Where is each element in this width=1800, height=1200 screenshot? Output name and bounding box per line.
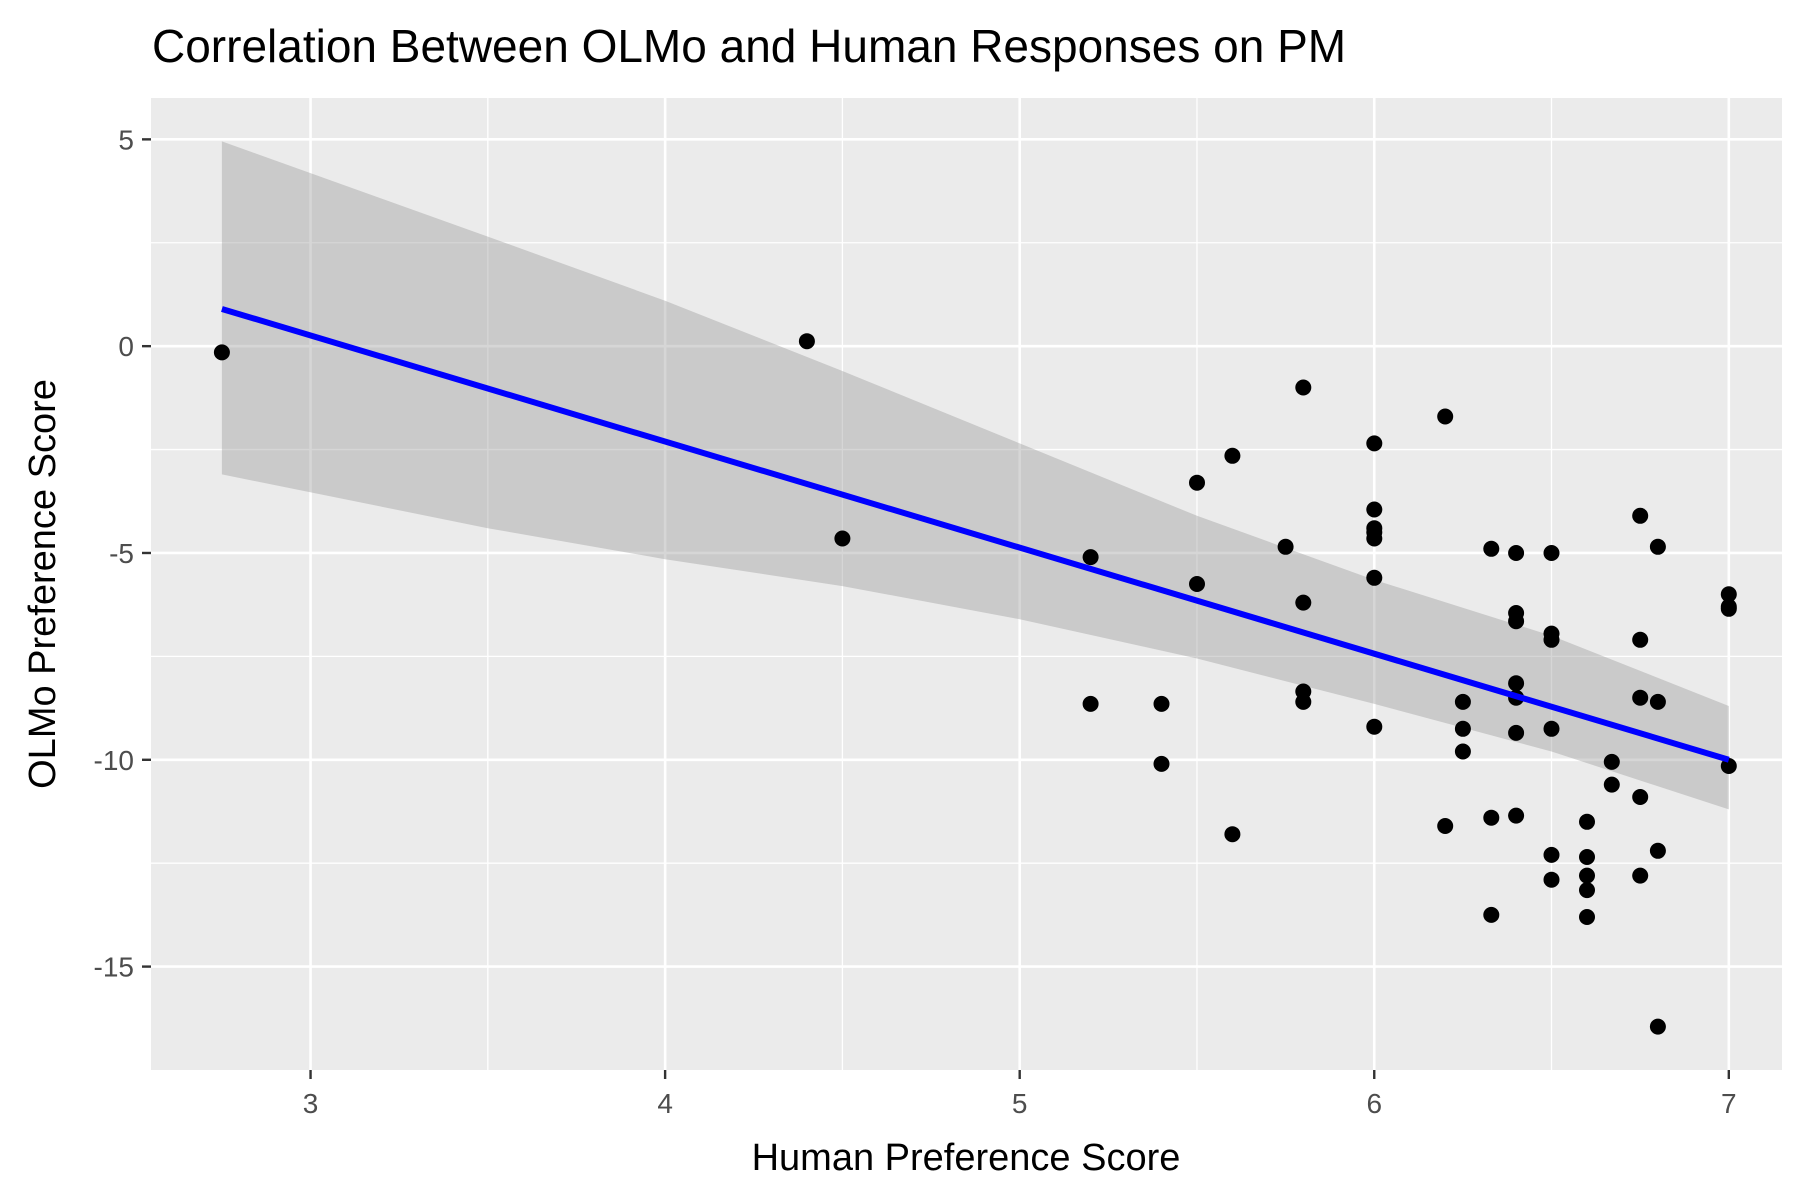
y-tick-label: 0 xyxy=(118,331,134,362)
data-point xyxy=(1454,720,1471,737)
data-point xyxy=(1224,447,1241,464)
grid-major xyxy=(151,98,1782,1070)
data-point xyxy=(1437,818,1454,834)
data-point xyxy=(1224,826,1241,843)
data-point xyxy=(1543,545,1560,561)
data-point xyxy=(1366,718,1383,735)
data-point xyxy=(1649,1018,1666,1035)
data-point xyxy=(1508,613,1525,630)
data-point xyxy=(1082,695,1099,712)
y-tick-label: -10 xyxy=(94,745,134,776)
x-tick-label: 5 xyxy=(1012,1088,1028,1119)
data-point xyxy=(834,530,851,547)
data-point xyxy=(1189,576,1205,592)
chart-title: Correlation Between OLMo and Human Respo… xyxy=(152,20,1346,72)
data-point xyxy=(1277,538,1294,555)
data-point xyxy=(1082,549,1099,566)
data-point xyxy=(1579,867,1595,884)
data-point xyxy=(1508,675,1525,692)
data-point xyxy=(1295,379,1312,396)
x-tick-label: 6 xyxy=(1366,1088,1382,1119)
data-point xyxy=(1189,474,1205,491)
x-tick-label: 7 xyxy=(1721,1088,1737,1119)
data-point xyxy=(1543,631,1560,648)
data-point xyxy=(1720,586,1737,603)
data-point xyxy=(1483,540,1500,557)
data-point xyxy=(1437,408,1454,425)
y-tick-label: -5 xyxy=(109,538,134,569)
data-point xyxy=(1579,813,1595,830)
data-point xyxy=(1295,594,1312,611)
regression-line xyxy=(221,306,1730,763)
data-point xyxy=(1454,743,1471,760)
data-point xyxy=(1632,631,1649,648)
data-point xyxy=(1366,569,1383,586)
confidence-band xyxy=(221,141,1729,810)
data-point xyxy=(1366,435,1383,452)
data-point xyxy=(1508,724,1525,741)
fit-line-layer xyxy=(221,306,1730,763)
data-point xyxy=(1603,753,1620,770)
data-point xyxy=(213,344,230,361)
y-tick-label: 5 xyxy=(118,124,134,155)
x-axis-title: Human Preference Score xyxy=(752,1137,1181,1179)
data-point xyxy=(1632,867,1649,884)
data-point xyxy=(1649,538,1666,555)
data-point xyxy=(798,333,815,350)
data-point xyxy=(1632,507,1649,524)
x-tick-label: 4 xyxy=(657,1088,673,1119)
data-point xyxy=(1483,906,1500,923)
data-point xyxy=(1508,545,1525,561)
data-point xyxy=(1543,720,1560,737)
data-point xyxy=(1153,755,1170,772)
y-tick-label: -15 xyxy=(94,952,134,983)
data-point xyxy=(1366,501,1383,518)
x-tick-label: 3 xyxy=(303,1088,319,1119)
data-point xyxy=(1632,689,1649,706)
data-point xyxy=(1508,807,1525,824)
data-point xyxy=(1483,809,1500,826)
data-point xyxy=(1720,600,1737,617)
data-point xyxy=(1579,849,1595,865)
y-axis-title: OLMo Preference Score xyxy=(22,379,64,789)
data-point xyxy=(1543,871,1560,888)
data-point xyxy=(1720,758,1737,774)
data-point xyxy=(1579,909,1595,925)
data-point xyxy=(1543,846,1560,863)
confidence-band-layer xyxy=(221,141,1729,810)
data-point xyxy=(1295,693,1312,710)
data-point xyxy=(1153,695,1170,712)
data-point xyxy=(1603,776,1620,793)
data-points xyxy=(213,333,1737,1035)
data-point xyxy=(1632,789,1649,805)
data-point xyxy=(1649,693,1666,710)
y-axis: 5 0 -5 -10 -15 xyxy=(94,124,151,983)
data-point xyxy=(1454,693,1471,710)
x-axis: 3 4 5 6 7 xyxy=(303,1070,1737,1119)
data-point xyxy=(1649,842,1666,859)
data-point xyxy=(1579,882,1595,899)
plot-panel xyxy=(151,98,1782,1070)
data-point xyxy=(1366,530,1383,547)
